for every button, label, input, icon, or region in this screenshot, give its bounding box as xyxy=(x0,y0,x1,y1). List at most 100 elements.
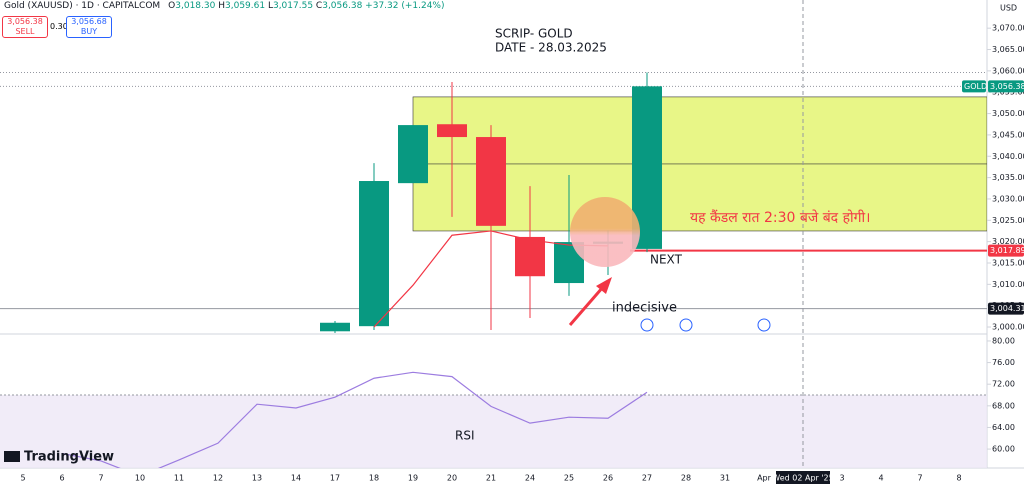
buy-button[interactable]: 3,056.68 BUY xyxy=(66,16,112,38)
x-tick-label: 8 xyxy=(956,474,961,483)
flag xyxy=(679,318,693,332)
ohlc-value: 3,018.30 xyxy=(175,1,216,11)
y-tick-label: 3,040.00 xyxy=(992,152,1024,161)
ohlc-prefix: L xyxy=(267,1,273,11)
x-tick-label: 4 xyxy=(878,474,883,483)
spread: 0.30 xyxy=(50,22,68,31)
price-tag-label: 3,056.38 xyxy=(990,82,1024,91)
price-tag-label: 3,017.89 xyxy=(990,246,1024,255)
x-tick-label: 12 xyxy=(213,474,223,483)
y-tick-label: 3,070.00 xyxy=(992,24,1024,33)
y-tick-label: 3,065.00 xyxy=(992,45,1024,54)
scrip-label: SCRIP- GOLD xyxy=(495,27,573,41)
event-flags xyxy=(640,318,771,332)
x-tick-label: Apr xyxy=(757,474,772,483)
price-pane xyxy=(0,72,987,333)
y-tick-label: 3,025.00 xyxy=(992,216,1024,225)
y-tick-label: 3,030.00 xyxy=(992,194,1024,203)
x-tick-label: 28 xyxy=(681,474,691,483)
rsi-pane xyxy=(0,371,987,468)
x-tick-label: 7 xyxy=(98,474,103,483)
currency: USD xyxy=(1000,4,1017,13)
ohlc-value: 3,059.61 xyxy=(225,1,266,11)
price-tag xyxy=(988,244,1024,257)
y-tick-label: 3,000.00 xyxy=(992,323,1024,332)
date-label: DATE - 28.03.2025 xyxy=(495,41,607,55)
y-tick-label: 3,050.00 xyxy=(992,109,1024,118)
buy-label: BUY xyxy=(80,27,98,36)
crosshair-label-bg xyxy=(776,471,830,484)
buy-price: 3,056.68 xyxy=(71,17,107,26)
axes: 3,000.003,005.003,010.003,015.003,020.00… xyxy=(20,0,1024,484)
x-tick-label: Wed 02 Apr '25 xyxy=(772,474,833,483)
rsi-line xyxy=(61,371,648,468)
x-tick-label: 10 xyxy=(135,474,145,483)
candle-body xyxy=(437,124,467,138)
price-tag-name-bg xyxy=(962,80,986,93)
x-tick-label: 21 xyxy=(486,474,496,483)
x-tick-label: 11 xyxy=(174,474,184,483)
rsi-label: RSI xyxy=(455,429,475,443)
symbol-title: Gold (XAUUSD) · 1D · CAPITALCOM xyxy=(4,1,161,11)
x-tick-label: 20 xyxy=(447,474,457,483)
price-tag xyxy=(988,80,1024,93)
x-tick-label: 24 xyxy=(525,474,535,483)
rsi-tick-label: 68.00 xyxy=(992,401,1015,410)
flag xyxy=(640,318,654,332)
x-tick-label: 7 xyxy=(917,474,922,483)
y-tick-label: 3,045.00 xyxy=(992,130,1024,139)
x-tick-label: 27 xyxy=(642,474,652,483)
candle-body xyxy=(320,322,350,332)
indecisive-label: indecisive xyxy=(612,301,677,316)
rsi-tick-label: 64.00 xyxy=(992,423,1015,432)
x-tick-label: 18 xyxy=(369,474,379,483)
x-tick-label: 25 xyxy=(564,474,574,483)
change: +37.32 (+1.24%) xyxy=(365,1,445,11)
line-series xyxy=(373,230,609,328)
next-label: NEXT xyxy=(650,253,683,267)
rsi-tick-label: 76.00 xyxy=(992,358,1015,367)
candle-body xyxy=(515,236,545,277)
arrow xyxy=(568,286,605,326)
sell-button[interactable]: 3,056.38 SELL xyxy=(2,16,48,38)
ohlc: O3,018.30 H3,059.61 L3,017.55 C3,056.38 … xyxy=(168,1,444,11)
ohlc-prefix: C xyxy=(315,1,323,11)
y-tick-label: 3,020.00 xyxy=(992,237,1024,246)
x-tick-label: 26 xyxy=(603,474,613,483)
candle-body xyxy=(359,181,389,327)
rsi-tick-label: 72.00 xyxy=(992,380,1015,389)
note: यह कैंडल रात 2:30 बजे बंद होगी। xyxy=(690,209,870,226)
x-tick-label: 17 xyxy=(330,474,340,483)
price-tag-label: 3,004.31 xyxy=(990,304,1024,313)
flag xyxy=(757,318,771,332)
x-tick-label: 31 xyxy=(720,474,730,483)
y-tick-label: 3,060.00 xyxy=(992,66,1024,75)
logo: TradingView xyxy=(24,450,114,465)
ohlc-prefix: O xyxy=(168,1,176,11)
logo-icon xyxy=(4,451,20,462)
ohlc-prefix: H xyxy=(218,1,225,11)
x-tick-label: 19 xyxy=(408,474,418,483)
sell-price: 3,056.38 xyxy=(7,17,43,26)
sell-label: SELL xyxy=(15,27,35,36)
annotations: SCRIP- GOLD DATE - 28.03.2025 यह कैंडल र… xyxy=(4,4,1017,465)
price-tag-name: GOLD xyxy=(964,82,987,91)
candle-body xyxy=(476,137,506,226)
x-tick-label: 3 xyxy=(839,474,844,483)
y-tick-label: 3,010.00 xyxy=(992,280,1024,289)
y-tick-label: 3,035.00 xyxy=(992,173,1024,182)
rsi-tick-label: 60.00 xyxy=(992,445,1015,454)
arrow-head xyxy=(596,277,612,294)
header: Gold (XAUUSD) · 1D · CAPITALCOM O3,018.3… xyxy=(4,1,445,11)
x-tick-label: 6 xyxy=(59,474,64,483)
ohlc-value: 3,056.38 xyxy=(322,1,363,11)
x-tick-label: 13 xyxy=(252,474,262,483)
rsi-band xyxy=(0,395,987,468)
y-tick-label: 3,015.00 xyxy=(992,258,1024,267)
x-tick-label: 5 xyxy=(20,474,25,483)
price-tag xyxy=(988,302,1024,315)
x-tick-label: 14 xyxy=(291,474,301,483)
ohlc-value: 3,017.55 xyxy=(272,1,314,11)
